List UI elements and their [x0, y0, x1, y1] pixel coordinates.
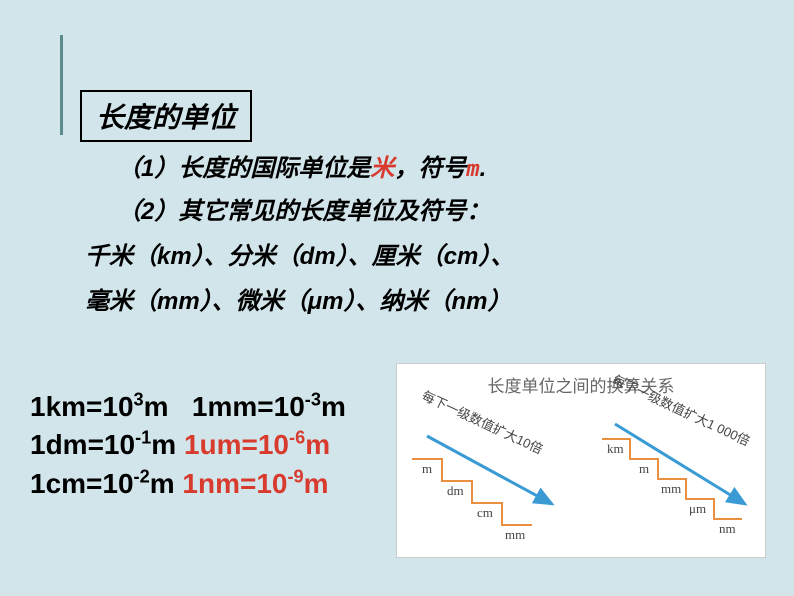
title-text: 长度的单位 [96, 102, 236, 133]
formula-row-1: 1km=103m 1mm=10-3m [30, 388, 346, 426]
formula-row-2: 1dm=10-1m 1um=10-6m [30, 426, 346, 464]
step-l-0: m [422, 461, 432, 477]
content-block: （1）长度的国际单位是米，符号m. （2）其它常见的长度单位及符号： 千米（km… [85, 148, 514, 324]
arrow-1 [427, 436, 552, 504]
f3-right: 1nm=10-9m [182, 468, 328, 499]
title-box: 长度的单位 [80, 90, 252, 142]
p1-period: . [480, 155, 487, 182]
f1-left: 1km=103m [30, 391, 169, 422]
p1-symbol: m [466, 157, 479, 182]
accent-line [60, 35, 63, 135]
step-r-1: m [639, 461, 649, 477]
f1-right: 1mm=10-3m [192, 391, 346, 422]
step-r-4: nm [719, 521, 736, 537]
point-2: （2）其它常见的长度单位及符号： [117, 191, 514, 226]
p1-prefix: （1）长度的国际单位是 [117, 155, 370, 182]
p1-highlight: 米 [370, 155, 394, 182]
step-l-1: dm [447, 483, 464, 499]
point-1: （1）长度的国际单位是米，符号m. [117, 148, 514, 183]
step-l-2: cm [477, 505, 493, 521]
p1-suffix: ，符号 [394, 155, 466, 182]
step-r-3: μm [689, 501, 706, 517]
conversion-diagram: 长度单位之间的换算关系 每下一级数值扩大10倍 每下一级数值扩大1 000倍 m… [396, 363, 766, 558]
formulas-block: 1km=103m 1mm=10-3m 1dm=10-1m 1um=10-6m 1… [30, 388, 346, 502]
formula-row-3: 1cm=10-2m 1nm=10-9m [30, 464, 346, 502]
diagram-svg [397, 364, 767, 559]
step-r-0: km [607, 441, 624, 457]
f2-right: 1um=10-6m [184, 429, 330, 460]
step-l-3: mm [505, 527, 525, 543]
f2-left: 1dm=10-1m [30, 429, 176, 460]
units-line-2: 毫米（mm）、微米（μm）、纳米（nm） [85, 281, 514, 316]
units-line-1: 千米（km）、分米（dm）、厘米（cm）、 [85, 236, 514, 271]
f3-left: 1cm=10-2m [30, 468, 175, 499]
step-r-2: mm [661, 481, 681, 497]
